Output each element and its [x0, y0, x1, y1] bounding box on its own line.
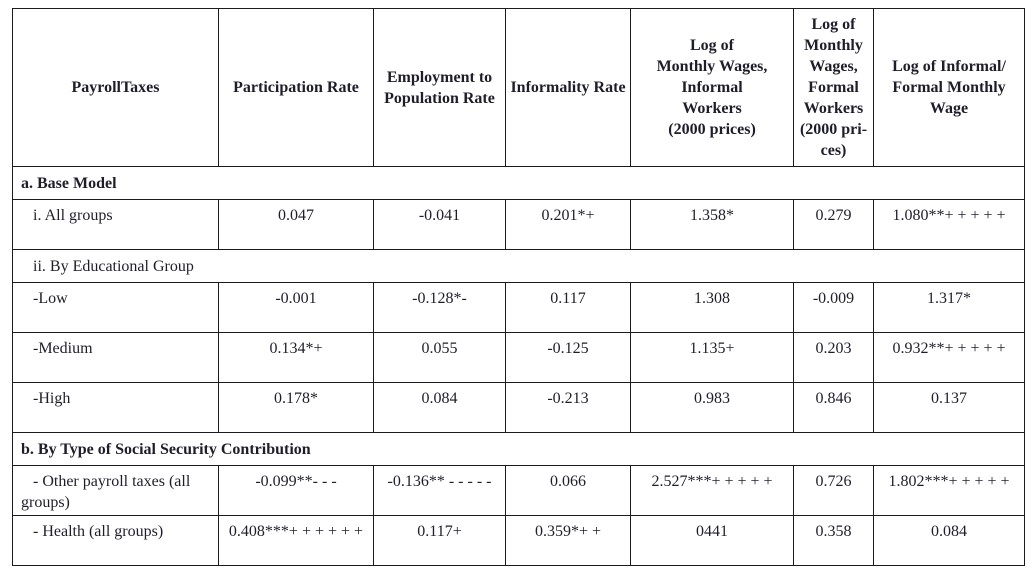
table-row: -High 0.178* 0.084 -0.213 0.983 0.846 0.137 — [12, 382, 1025, 433]
table-row: - Other payroll taxes (all groups) -0.099… — [12, 465, 1025, 516]
col-header-payroll-taxes: PayrollTaxes — [12, 8, 219, 167]
col-header-log-wages-informal: Log of Monthly Wages, Informal Workers (… — [630, 8, 794, 167]
section-label-cell: a. Base Model — [12, 166, 1025, 200]
value-cell: 1.135+ — [630, 332, 794, 383]
value-cell: 1.080**+ + + + + — [873, 199, 1025, 250]
value-cell: -0.009 — [793, 282, 874, 333]
value-cell: 0.932**+ + + + + — [873, 332, 1025, 383]
header-row: PayrollTaxes Participation Rate Employme… — [12, 8, 1025, 167]
value-cell: 0.359*+ + — [505, 515, 631, 566]
value-cell: 1.358* — [630, 199, 794, 250]
value-cell: 0.846 — [793, 382, 874, 433]
value-cell: 0.203 — [793, 332, 874, 383]
value-cell: 0.047 — [218, 199, 374, 250]
value-cell: 0.279 — [793, 199, 874, 250]
value-cell: 2.527***+ + + + + — [630, 465, 794, 516]
value-cell: -0.001 — [218, 282, 374, 333]
value-cell: -0.125 — [505, 332, 631, 383]
col-header-informality-rate: Informality Rate — [505, 8, 631, 167]
section-label-cell: b. By Type of Social Security Contributi… — [12, 432, 1025, 466]
payroll-taxes-results-table: PayrollTaxes Participation Rate Employme… — [12, 8, 1025, 566]
value-cell: -0.041 — [373, 199, 506, 250]
col-header-log-wages-formal: Log of Monthly Wages, Formal Workers (20… — [793, 8, 874, 167]
value-cell: 0.726 — [793, 465, 874, 516]
table-row: i. All groups 0.047 -0.041 0.201*+ 1.358* 0.2… — [12, 199, 1025, 250]
section-row: b. By Type of Social Security Contributi… — [12, 432, 1025, 466]
value-cell: 0.055 — [373, 332, 506, 383]
row-label-cell: -High — [12, 382, 219, 433]
value-cell: -0.128*- — [373, 282, 506, 333]
table-header: PayrollTaxes Participation Rate Employme… — [12, 8, 1025, 167]
value-cell: 0.066 — [505, 465, 631, 516]
row-label-cell: -Low — [12, 282, 219, 333]
table-row: -Low -0.001 -0.128*- 0.117 1.308 -0.009 1.317* — [12, 282, 1025, 333]
value-cell: 0.084 — [873, 515, 1025, 566]
value-cell: -0.213 — [505, 382, 631, 433]
results-table-container: PayrollTaxes Participation Rate Employme… — [12, 8, 1025, 566]
value-cell: 0.084 — [373, 382, 506, 433]
value-cell: 1.308 — [630, 282, 794, 333]
value-cell: 1.317* — [873, 282, 1025, 333]
row-label-cell: -Medium — [12, 332, 219, 383]
value-cell: -0.136** - - - - - — [373, 465, 506, 516]
value-cell: 1.802***+ + + + + — [873, 465, 1025, 516]
section-row: ii. By Educational Group — [12, 249, 1025, 283]
value-cell: 0441 — [630, 515, 794, 566]
value-cell: 0.358 — [793, 515, 874, 566]
value-cell: 0.134*+ — [218, 332, 374, 383]
section-label-cell: ii. By Educational Group — [12, 249, 1025, 283]
col-header-participation-rate: Participation Rate — [218, 8, 374, 167]
value-cell: 0.983 — [630, 382, 794, 433]
col-header-employment-to-population: Employment to Population Rate — [373, 8, 506, 167]
row-label-cell: i. All groups — [12, 199, 219, 250]
table-body: a. Base Model i. All groups 0.047 -0.041 0.2… — [12, 166, 1025, 566]
section-row: a. Base Model — [12, 166, 1025, 200]
value-cell: 0.408***+ + + + + + — [218, 515, 374, 566]
value-cell: 0.201*+ — [505, 199, 631, 250]
table-row: - Health (all groups) 0.408***+ + + + + +… — [12, 515, 1025, 566]
value-cell: 0.117+ — [373, 515, 506, 566]
table-row: -Medium 0.134*+ 0.055 -0.125 1.135+ 0.203 0.93… — [12, 332, 1025, 383]
col-header-log-informal-formal: Log of Informal/ Formal Monthly Wage — [873, 8, 1025, 167]
value-cell: 0.117 — [505, 282, 631, 333]
row-label-cell: - Health (all groups) — [12, 515, 219, 566]
value-cell: -0.099**- - - — [218, 465, 374, 516]
value-cell: 0.178* — [218, 382, 374, 433]
row-label-cell: - Other payroll taxes (all groups) — [12, 465, 219, 516]
value-cell: 0.137 — [873, 382, 1025, 433]
